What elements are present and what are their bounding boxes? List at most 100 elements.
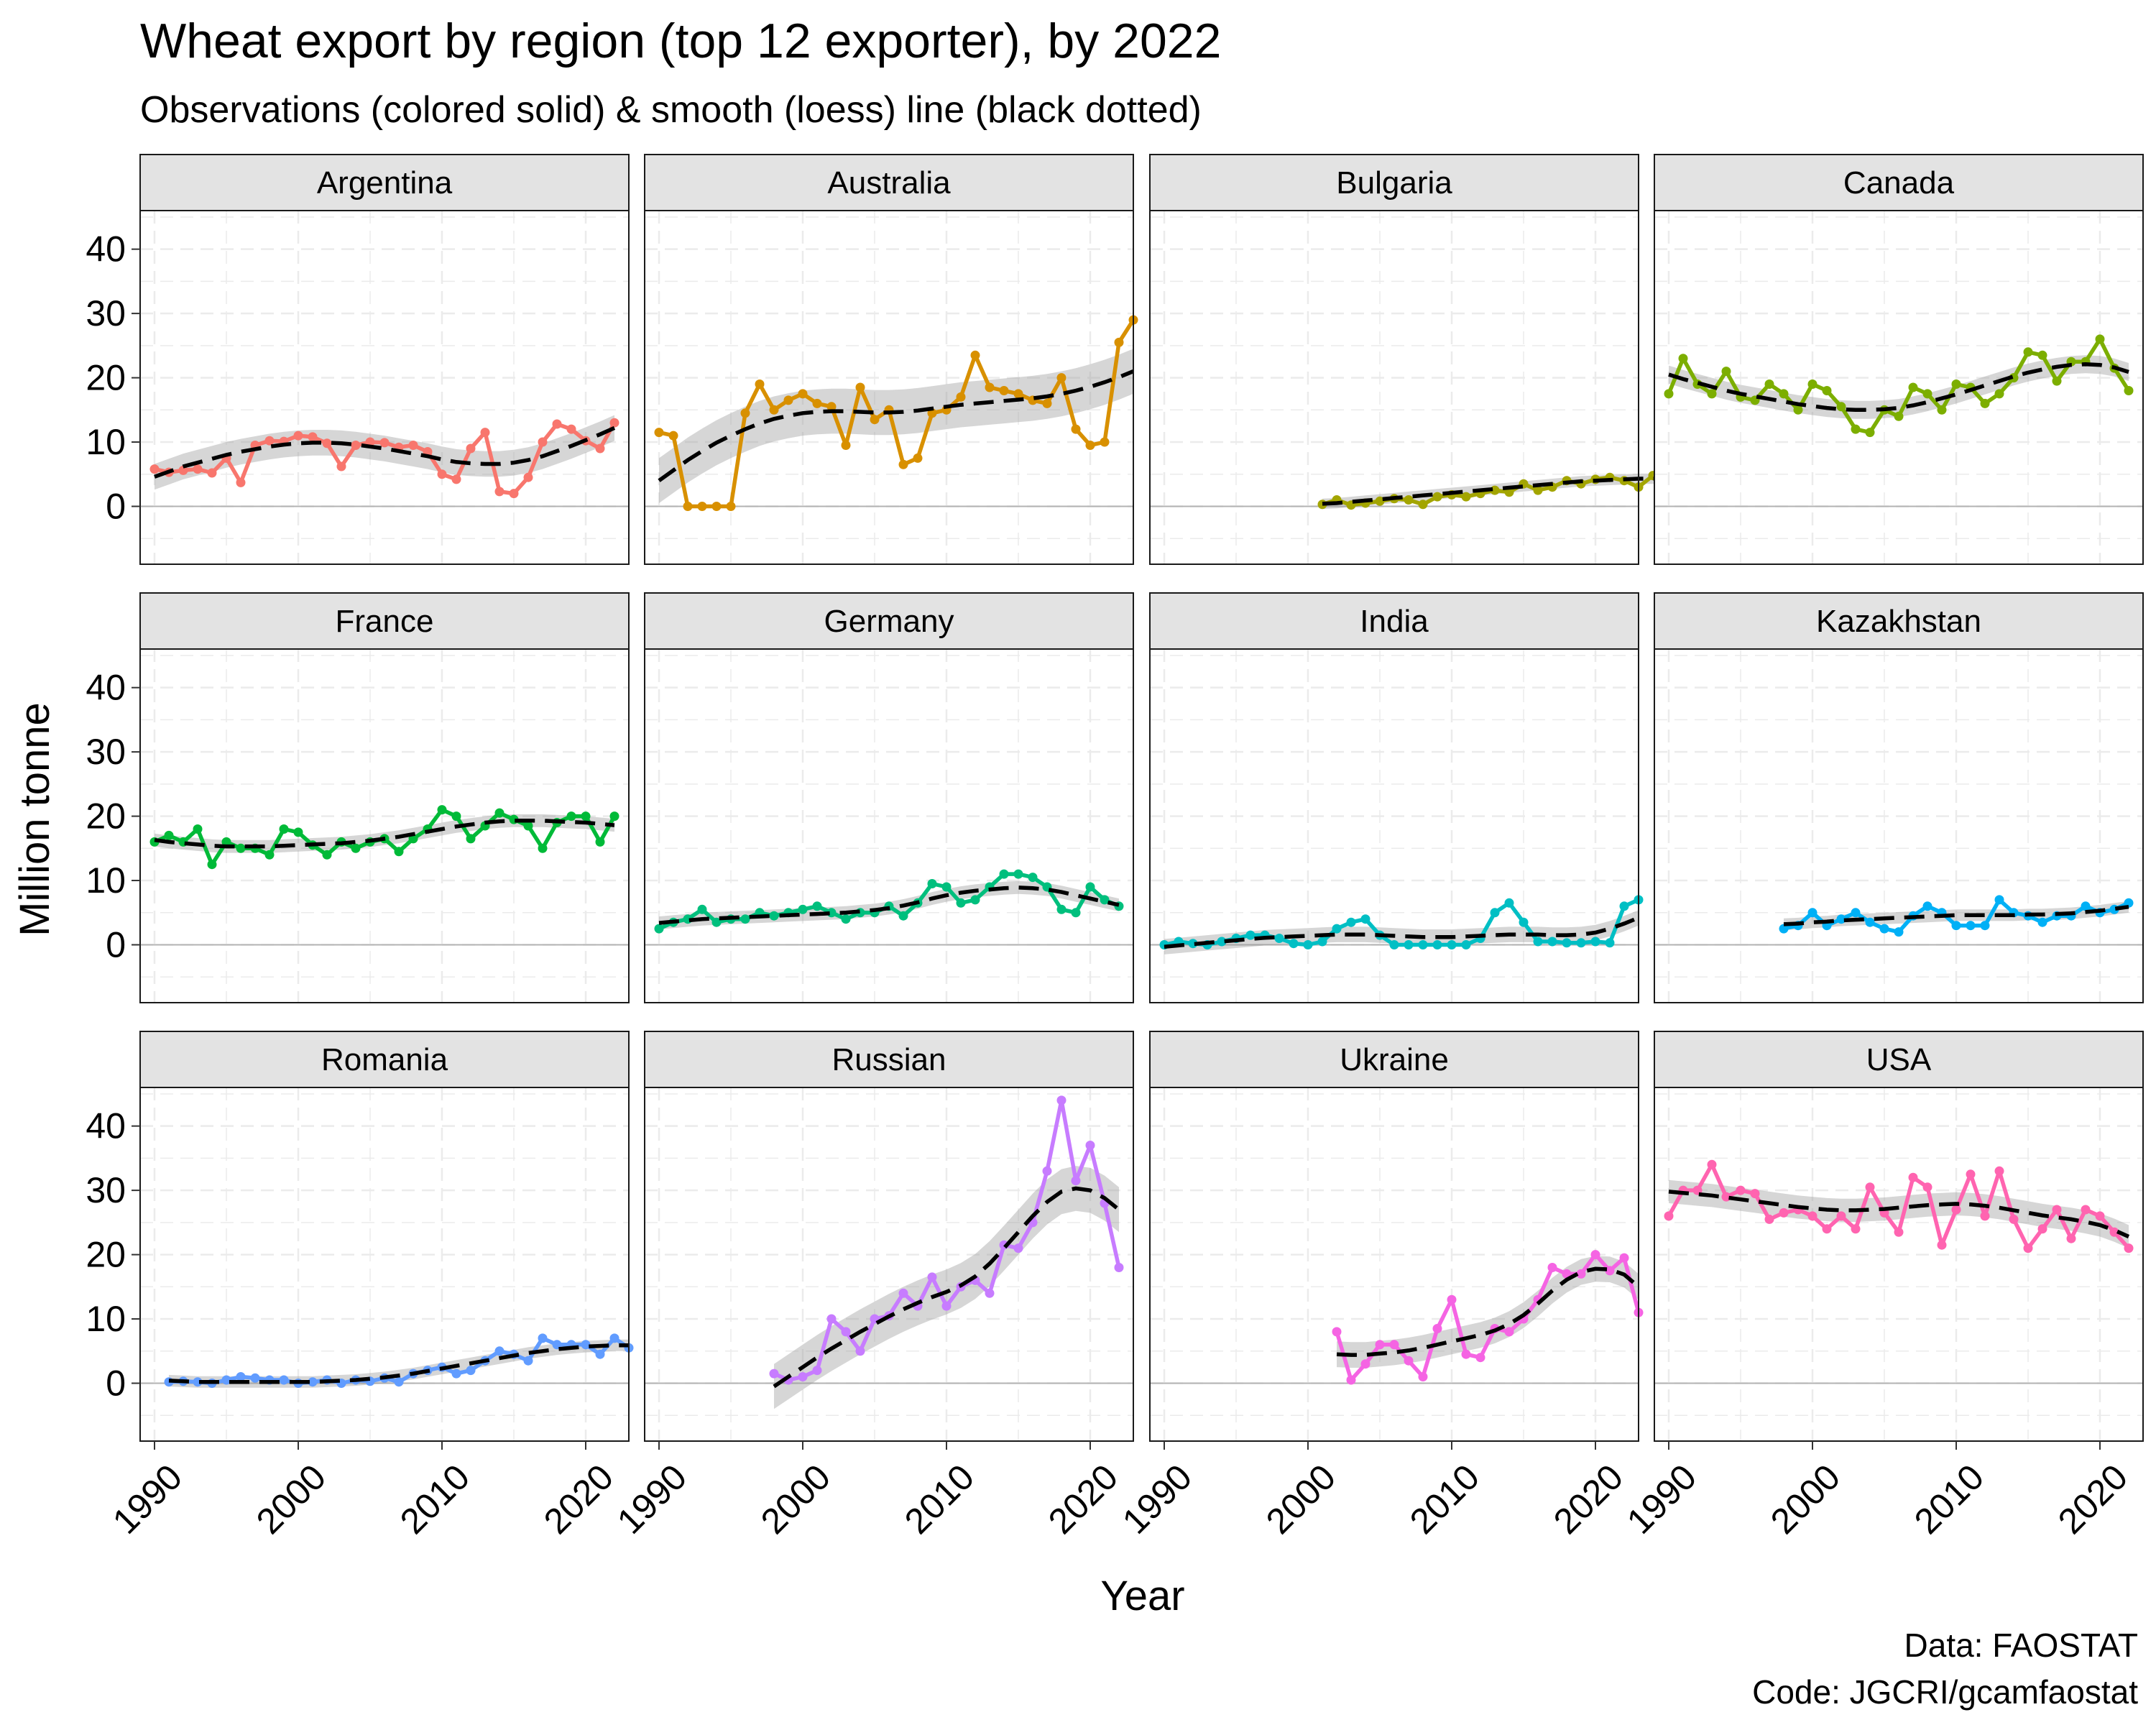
data-point-france-1993 xyxy=(193,824,203,834)
strip-label-romania: Romania xyxy=(321,1042,448,1077)
smooth-line-argentina xyxy=(154,426,616,479)
data-point-argentina-2022 xyxy=(609,418,619,428)
data-point-france-2019 xyxy=(566,811,576,822)
data-point-kazakhstan-2003 xyxy=(1851,908,1861,918)
data-point-india-2004 xyxy=(1360,914,1370,924)
data-point-argentina-1993 xyxy=(193,464,203,474)
data-point-india-2021 xyxy=(1605,938,1615,948)
data-point-usa-1993 xyxy=(1707,1159,1717,1169)
strip-label-ukraine: Ukraine xyxy=(1340,1042,1449,1077)
data-point-usa-2007 xyxy=(1908,1172,1918,1182)
data-point-germany-2021 xyxy=(1100,895,1110,905)
data-point-india-2003 xyxy=(1346,917,1356,927)
data-point-france-1998 xyxy=(264,850,275,860)
panel-bg-argentina xyxy=(140,211,629,564)
data-point-russian-2001 xyxy=(812,1366,822,1376)
data-point-australia-1990 xyxy=(654,428,664,438)
data-point-romania-1997 xyxy=(250,1373,260,1383)
data-point-germany-2020 xyxy=(1085,882,1095,892)
data-point-canada-2001 xyxy=(1822,386,1832,395)
data-point-france-1999 xyxy=(279,824,289,834)
data-point-ukraine-2011 xyxy=(1461,1349,1471,1359)
series-line-ukraine xyxy=(1335,1252,1641,1382)
panel-border-australia xyxy=(644,210,1134,565)
data-point-bulgaria-2009 xyxy=(1432,492,1442,502)
data-point-france-2020 xyxy=(581,811,591,822)
data-point-usa-1996 xyxy=(1750,1189,1760,1199)
data-point-germany-2014 xyxy=(999,869,1009,879)
panel-border-bulgaria xyxy=(1149,210,1639,565)
data-point-canada-1998 xyxy=(1779,389,1789,399)
data-point-india-2000 xyxy=(1303,940,1313,949)
data-point-russian-2003 xyxy=(841,1327,851,1337)
data-point-france-2004 xyxy=(351,843,361,853)
data-point-argentina-2000 xyxy=(293,431,303,441)
data-point-canada-2008 xyxy=(1922,389,1932,399)
facet-panels: Argentina 0 10 20 30 40 Australia Bulgaria Canad… xyxy=(86,154,2144,1542)
y-tick-label: 30 xyxy=(86,1170,126,1210)
x-tick-label: 2010 xyxy=(897,1457,982,1542)
data-point-india-1998 xyxy=(1274,934,1284,943)
data-point-usa-2000 xyxy=(1807,1211,1818,1221)
data-point-kazakhstan-2011 xyxy=(1966,921,1976,931)
data-point-bulgaria-2007 xyxy=(1404,495,1414,505)
ci-band-argentina xyxy=(155,415,614,490)
data-point-australia-2001 xyxy=(812,398,822,408)
data-point-canada-2013 xyxy=(1994,389,2004,399)
data-point-germany-2016 xyxy=(1028,873,1038,883)
grid-ukraine xyxy=(1150,1087,1639,1441)
data-point-usa-2002 xyxy=(1836,1211,1846,1221)
panel-border-kazakhstan xyxy=(1654,648,2144,1003)
data-point-australia-2022 xyxy=(1114,337,1124,347)
facet-france: France 0 10 20 30 40 xyxy=(86,592,630,1003)
data-point-australia-1996 xyxy=(740,408,750,418)
data-point-australia-2007 xyxy=(898,459,908,469)
data-point-germany-1993 xyxy=(697,904,707,914)
data-point-romania-1993 xyxy=(193,1377,203,1387)
strip-label-kazakhstan: Kazakhstan xyxy=(1816,604,1981,639)
ci-band-canada xyxy=(1669,355,2129,419)
strip-russian xyxy=(644,1031,1134,1088)
data-point-romania-2021 xyxy=(595,1349,605,1359)
strip-label-russian: Russian xyxy=(832,1042,946,1077)
data-point-kazakhstan-2000 xyxy=(1807,908,1818,918)
data-point-kazakhstan-2019 xyxy=(2081,901,2091,911)
data-point-france-2012 xyxy=(466,834,476,844)
data-point-canada-2010 xyxy=(1951,380,1961,389)
data-point-argentina-2006 xyxy=(379,438,390,448)
data-point-ukraine-2003 xyxy=(1346,1375,1356,1385)
facet-bulgaria: Bulgaria xyxy=(1149,154,1672,565)
data-point-argentina-2004 xyxy=(351,441,361,450)
data-point-usa-2004 xyxy=(1865,1182,1875,1192)
data-point-russian-1998 xyxy=(769,1368,779,1379)
y-tick-label: 0 xyxy=(106,486,126,526)
x-tick-label: 2010 xyxy=(392,1457,477,1542)
strip-kazakhstan xyxy=(1654,592,2144,650)
data-point-ukraine-2002 xyxy=(1332,1327,1342,1337)
data-point-france-1995 xyxy=(221,837,231,847)
data-point-romania-2001 xyxy=(308,1377,318,1387)
data-point-usa-2019 xyxy=(2081,1205,2091,1215)
data-point-argentina-1992 xyxy=(178,465,188,475)
data-point-australia-1993 xyxy=(697,502,707,511)
data-point-usa-2009 xyxy=(1937,1240,1947,1250)
facet-canada: Canada xyxy=(1654,154,2144,565)
data-point-ukraine-2005 xyxy=(1375,1340,1385,1350)
data-point-kazakhstan-2010 xyxy=(1951,921,1961,931)
smooth-line-canada xyxy=(1668,362,2129,413)
data-point-usa-2015 xyxy=(2023,1243,2033,1254)
data-point-canada-1994 xyxy=(1721,367,1731,377)
data-point-india-2016 xyxy=(1533,937,1543,947)
strip-label-canada: Canada xyxy=(1843,165,1955,201)
data-point-usa-2022 xyxy=(2124,1243,2134,1254)
data-point-argentina-2001 xyxy=(308,432,318,442)
y-tick-label: 40 xyxy=(86,1106,126,1146)
panel-border-france xyxy=(139,648,630,1003)
smooth-line-india xyxy=(1164,916,1640,949)
x-tick-label: 2000 xyxy=(1258,1457,1343,1542)
data-point-germany-2010 xyxy=(941,882,952,892)
panel-bg-usa xyxy=(1654,1087,2143,1441)
data-point-france-1991 xyxy=(164,830,174,840)
smooth-line-usa xyxy=(1668,1190,2130,1239)
data-point-india-2008 xyxy=(1418,940,1428,949)
